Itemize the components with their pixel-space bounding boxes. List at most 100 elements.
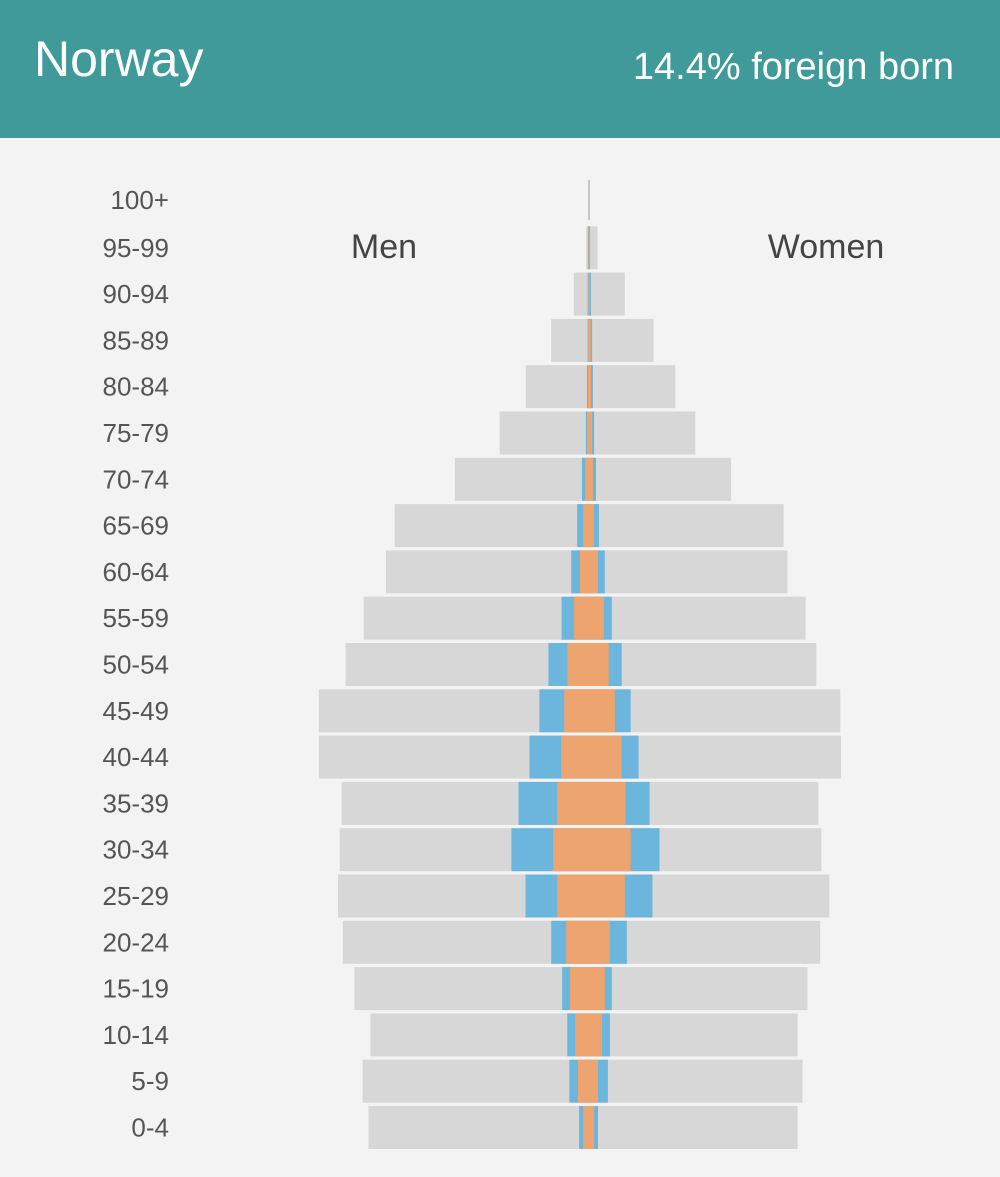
age-group-label: 100+ [110,185,169,215]
women-foreign-born-inner-bar [589,1013,602,1057]
men-total-bar [370,1013,589,1057]
age-group-label: 30-34 [103,835,170,865]
women-foreign-born-bar [589,272,591,316]
men-foreign-born-inner-bar [564,689,589,733]
age-group-label: 5-9 [131,1066,169,1096]
men-foreign-born-inner-bar [588,226,589,270]
pyramid-bars [318,180,842,1149]
women-total-bar [589,596,806,640]
men-foreign-born-inner-bar [575,1013,589,1057]
age-group-label: 40-44 [103,742,170,772]
women-foreign-born-inner-bar [589,735,622,779]
women-total-bar [589,550,788,594]
women-total-bar [589,689,841,733]
women-total-bar [589,226,598,270]
age-group-label: 55-59 [103,603,170,633]
women-foreign-born-inner-bar [589,874,625,918]
women-foreign-born-inner-bar [589,457,593,501]
men-total-bar [368,1106,589,1149]
women-total-bar [589,1106,798,1149]
age-group-labels: 100+ 95-99 90-94 85-89 80-84 75-79 70-74 65-69 6… [103,185,170,1143]
age-group-label: 15-19 [103,974,170,1004]
women-foreign-born-inner-bar [589,967,605,1011]
women-total-bar [589,272,625,316]
women-total-bar [589,967,808,1011]
women-foreign-born-inner-bar [589,550,598,594]
men-foreign-born-inner-bar [557,781,589,825]
women-foreign-born-inner-bar [589,689,615,733]
women-foreign-born-inner-bar [589,1059,598,1103]
page-title: Norway [34,31,204,87]
age-group-label: 20-24 [103,927,170,957]
age-group-label: 0-4 [131,1113,169,1143]
men-total-bar [551,318,589,362]
women-foreign-born-inner-bar [589,318,591,362]
men-foreign-born-inner-bar [580,550,589,594]
women-total-bar [589,411,696,455]
men-foreign-born-inner-bar [566,920,589,964]
age-group-label: 75-79 [103,418,170,448]
population-pyramid-chart: 100+ 95-99 90-94 85-89 80-84 75-79 70-74 65-69 6… [103,180,885,1149]
men-foreign-born-inner-bar [588,272,589,316]
women-foreign-born-inner-bar [589,643,609,686]
men-foreign-born-bar [587,272,589,316]
men-foreign-born-inner-bar [561,735,589,779]
age-group-label: 25-29 [103,881,170,911]
men-foreign-born-inner-bar [574,596,589,640]
women-foreign-born-inner-bar [589,828,631,872]
men-total-bar [362,1059,589,1103]
men-total-bar [354,967,589,1011]
age-group-label: 85-89 [103,325,170,355]
men-foreign-born-inner-bar [553,828,589,872]
men-foreign-born-inner-bar [583,504,589,548]
women-foreign-born-inner-bar [589,1106,595,1149]
women-foreign-born-inner-bar [589,596,604,640]
age-group-label: 50-54 [103,650,170,680]
men-foreign-born-inner-bar [578,1059,589,1103]
men-foreign-born-inner-bar [588,318,589,362]
men-total-bar [499,411,589,455]
men-foreign-born-inner-bar [585,457,589,501]
men-total-bar [586,226,589,270]
age-group-label: 60-64 [103,557,170,587]
men-side-label: Men [351,228,417,266]
women-total-bar [589,1013,798,1057]
age-group-label: 70-74 [103,464,170,494]
women-total-bar [589,920,821,964]
age-group-label: 90-94 [103,279,170,309]
women-total-bar [589,365,676,409]
women-total-bar [589,1059,803,1103]
men-foreign-born-inner-bar [587,365,589,409]
men-foreign-born-inner-bar [567,643,589,686]
age-group-label: 10-14 [103,1020,170,1050]
foreign-born-summary: 14.4% foreign born [632,46,954,88]
men-foreign-born-inner-bar [583,1106,589,1149]
men-foreign-born-inner-bar [570,967,589,1011]
women-foreign-born-inner-bar [589,272,590,316]
women-total-bar [589,457,732,501]
women-foreign-born-inner-bar [589,226,590,270]
women-foreign-born-inner-bar [589,781,626,825]
age-group-label: 65-69 [103,511,170,541]
men-foreign-born-inner-bar [587,411,589,455]
age-group-label: 45-49 [103,696,170,726]
header-banner: Norway 14.4% foreign born [0,0,1000,138]
men-total-bar [454,457,589,501]
women-side-label: Women [768,228,885,266]
men-total-bar [573,272,589,316]
men-total-bar [363,596,589,640]
women-total-bar [589,643,817,686]
women-foreign-born-inner-bar [589,920,610,964]
age-group-label: 95-99 [103,233,170,263]
women-foreign-born-inner-bar [589,411,593,455]
age-group-label: 35-39 [103,788,170,818]
women-total-bar [589,318,654,362]
women-foreign-born-inner-bar [589,504,595,548]
women-foreign-born-inner-bar [589,365,591,409]
men-foreign-born-inner-bar [557,874,589,918]
men-total-bar [525,365,589,409]
men-total-bar [342,920,589,964]
age-group-label: 80-84 [103,372,170,402]
women-total-bar [589,504,784,548]
men-total-bar [394,504,589,548]
